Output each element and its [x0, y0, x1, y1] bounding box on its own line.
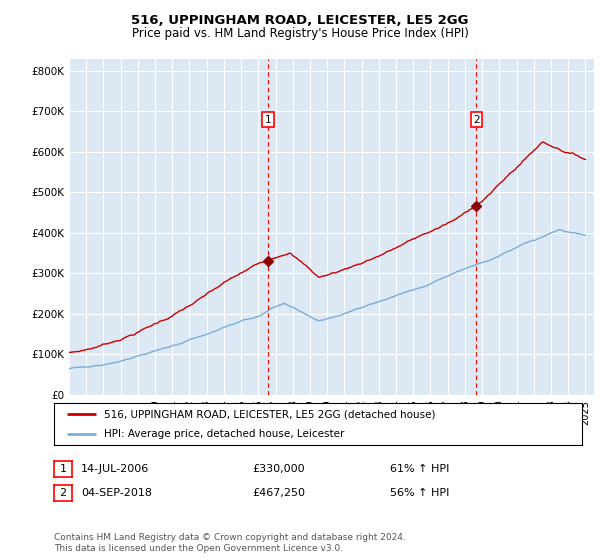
Text: 2: 2 — [59, 488, 67, 498]
Text: 1: 1 — [59, 464, 67, 474]
Text: £467,250: £467,250 — [252, 488, 305, 498]
Text: 1: 1 — [265, 115, 271, 124]
Text: 2: 2 — [473, 115, 480, 124]
Text: 04-SEP-2018: 04-SEP-2018 — [81, 488, 152, 498]
Text: 516, UPPINGHAM ROAD, LEICESTER, LE5 2GG (detached house): 516, UPPINGHAM ROAD, LEICESTER, LE5 2GG … — [104, 409, 436, 419]
Text: 61% ↑ HPI: 61% ↑ HPI — [390, 464, 449, 474]
Text: HPI: Average price, detached house, Leicester: HPI: Average price, detached house, Leic… — [104, 429, 344, 438]
Text: 14-JUL-2006: 14-JUL-2006 — [81, 464, 149, 474]
Text: Price paid vs. HM Land Registry's House Price Index (HPI): Price paid vs. HM Land Registry's House … — [131, 27, 469, 40]
Text: £330,000: £330,000 — [252, 464, 305, 474]
Text: 56% ↑ HPI: 56% ↑ HPI — [390, 488, 449, 498]
Text: 516, UPPINGHAM ROAD, LEICESTER, LE5 2GG: 516, UPPINGHAM ROAD, LEICESTER, LE5 2GG — [131, 14, 469, 27]
Text: Contains HM Land Registry data © Crown copyright and database right 2024.
This d: Contains HM Land Registry data © Crown c… — [54, 533, 406, 553]
